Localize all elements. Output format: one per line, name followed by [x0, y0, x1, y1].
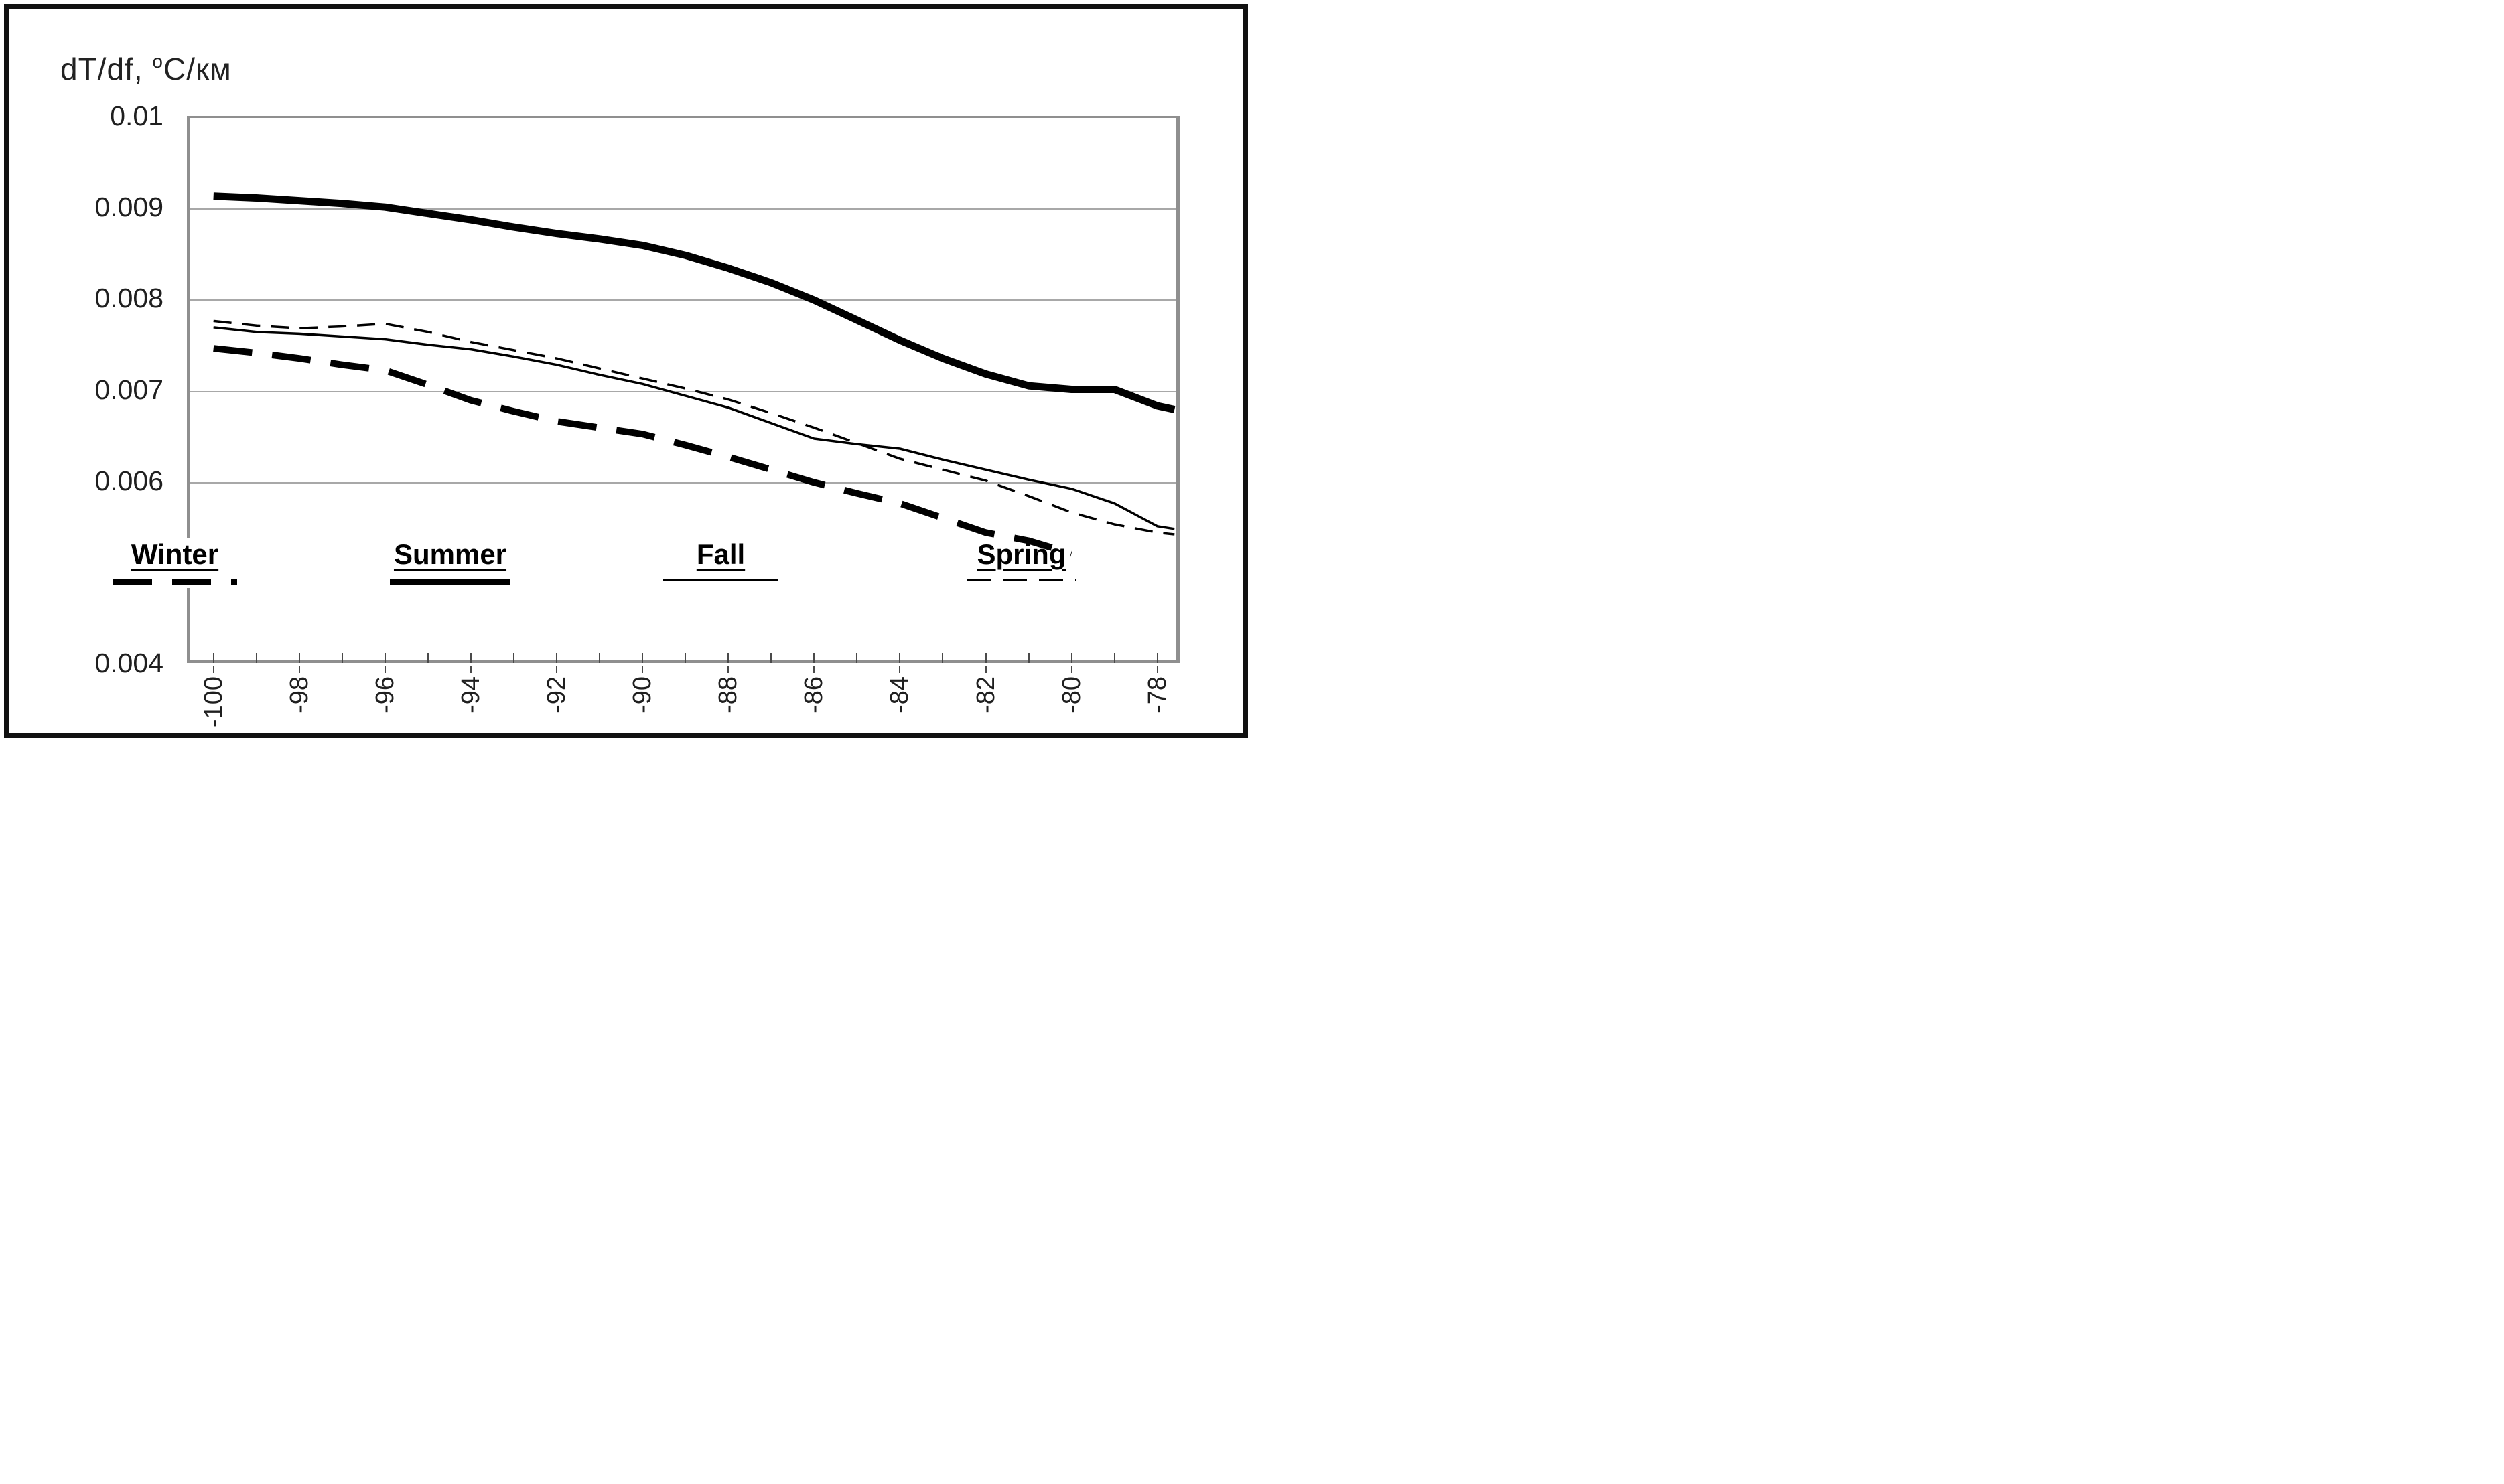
x-major-tick: [985, 666, 987, 673]
y-tick-label: 0.006: [94, 465, 163, 496]
y-tick-label: 0.01: [110, 100, 163, 131]
x-minor-tick: [556, 653, 558, 663]
y-tick-label: 0.007: [94, 374, 163, 405]
legend-sample-thin-dashed: [967, 579, 1076, 581]
x-minor-tick: [427, 653, 429, 663]
gridline: [190, 481, 1176, 484]
x-minor-tick: [1156, 653, 1158, 663]
x-major-tick: [1070, 666, 1072, 673]
x-tick-label: -92: [543, 676, 571, 713]
x-tick-label: -98: [285, 676, 314, 713]
chart: dT/df, oС/км 0.01 0.009 0.008 0.007 0.006 0.0…: [9, 9, 1243, 733]
x-tick-label: -100: [199, 676, 228, 728]
x-minor-tick: [685, 653, 687, 663]
x-major-tick: [899, 666, 901, 673]
x-major-tick: [642, 666, 644, 673]
x-minor-tick: [212, 653, 214, 663]
legend-item-fall: Fall: [640, 538, 801, 584]
x-minor-tick: [727, 653, 729, 663]
x-major-tick: [212, 666, 214, 673]
x-major-tick: [727, 666, 729, 673]
y-tick-label: 0.009: [94, 192, 163, 223]
x-minor-tick: [1070, 653, 1072, 663]
gridline: [190, 208, 1176, 210]
legend-label: Winter: [131, 538, 219, 570]
x-minor-tick: [899, 653, 901, 663]
x-minor-tick: [341, 653, 343, 663]
x-tick-label: -96: [370, 676, 399, 713]
y-axis-title: dT/df, oС/км: [60, 51, 232, 87]
legend-label: Fall: [696, 538, 746, 570]
legend-sample-thick-dashed: [113, 579, 237, 585]
x-minor-tick: [298, 653, 300, 663]
y-tick-label: 0.004: [94, 648, 163, 678]
x-tick-label: -82: [971, 676, 1000, 713]
x-minor-tick: [770, 653, 772, 663]
x-minor-tick: [384, 653, 386, 663]
x-tick-label: -78: [1143, 676, 1172, 713]
x-major-tick: [470, 666, 472, 673]
y-axis-title-degree: o: [152, 51, 163, 72]
x-minor-tick: [470, 653, 472, 663]
gridline: [190, 390, 1176, 392]
legend-sample-thin-solid: [663, 579, 778, 581]
x-minor-tick: [642, 653, 644, 663]
x-tick-label: -80: [1057, 676, 1086, 713]
x-tick-label: -86: [800, 676, 829, 713]
x-tick-label: -88: [714, 676, 743, 713]
x-minor-tick: [942, 653, 944, 663]
y-axis-title-prefix: dT/df,: [60, 52, 153, 86]
legend-sample-thick-solid: [390, 579, 510, 585]
x-major-tick: [813, 666, 815, 673]
legend-label: Summer: [393, 538, 507, 570]
x-major-tick: [384, 666, 386, 673]
y-tick-label: 0.008: [94, 283, 163, 314]
x-major-tick: [1156, 666, 1158, 673]
x-tick-label: -84: [886, 676, 914, 713]
image-border-frame: dT/df, oС/км 0.01 0.009 0.008 0.007 0.006 0.0…: [4, 4, 1248, 738]
y-axis-title-units: С/км: [163, 52, 232, 86]
gridline: [190, 299, 1176, 301]
x-minor-tick: [255, 653, 257, 663]
x-minor-tick: [856, 653, 858, 663]
legend-label: Spring: [977, 538, 1066, 570]
legend-item-summer: Summer: [370, 538, 531, 588]
legend-item-winter: Winter: [94, 538, 255, 588]
x-minor-tick: [813, 653, 815, 663]
x-tick-label: -94: [456, 676, 485, 713]
x-major-tick: [298, 666, 300, 673]
x-minor-tick: [599, 653, 601, 663]
x-major-tick: [556, 666, 558, 673]
legend-item-spring: Spring: [941, 538, 1102, 584]
x-minor-tick: [1028, 653, 1030, 663]
x-minor-tick: [513, 653, 515, 663]
x-minor-tick: [985, 653, 987, 663]
x-minor-tick: [1113, 653, 1115, 663]
x-tick-label: -90: [628, 676, 657, 713]
